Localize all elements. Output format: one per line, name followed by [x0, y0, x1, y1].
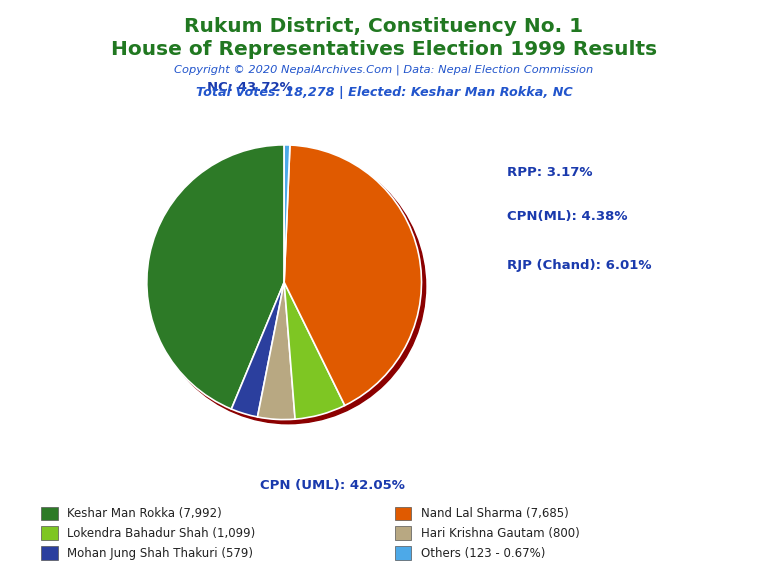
- Text: NC: 43.72%: NC: 43.72%: [207, 81, 293, 94]
- Wedge shape: [284, 145, 422, 406]
- Text: House of Representatives Election 1999 Results: House of Representatives Election 1999 R…: [111, 40, 657, 59]
- Text: CPN(ML): 4.38%: CPN(ML): 4.38%: [507, 210, 627, 223]
- Wedge shape: [284, 282, 345, 419]
- Wedge shape: [231, 282, 284, 417]
- Text: Total Votes: 18,278 | Elected: Keshar Man Rokka, NC: Total Votes: 18,278 | Elected: Keshar Ma…: [196, 86, 572, 100]
- Text: CPN (UML): 42.05%: CPN (UML): 42.05%: [260, 479, 405, 492]
- Text: Rukum District, Constituency No. 1: Rukum District, Constituency No. 1: [184, 17, 584, 36]
- Circle shape: [151, 149, 425, 424]
- Wedge shape: [284, 145, 290, 282]
- Wedge shape: [147, 145, 284, 409]
- Legend: Nand Lal Sharma (7,685), Hari Krishna Gautam (800), Others (123 - 0.67%): Nand Lal Sharma (7,685), Hari Krishna Ga…: [390, 502, 584, 564]
- Text: Copyright © 2020 NepalArchives.Com | Data: Nepal Election Commission: Copyright © 2020 NepalArchives.Com | Dat…: [174, 65, 594, 75]
- Text: RJP (Chand): 6.01%: RJP (Chand): 6.01%: [507, 259, 651, 272]
- Legend: Keshar Man Rokka (7,992), Lokendra Bahadur Shah (1,099), Mohan Jung Shah Thakuri: Keshar Man Rokka (7,992), Lokendra Bahad…: [37, 502, 260, 564]
- Wedge shape: [257, 282, 295, 419]
- Text: RPP: 3.17%: RPP: 3.17%: [507, 166, 592, 179]
